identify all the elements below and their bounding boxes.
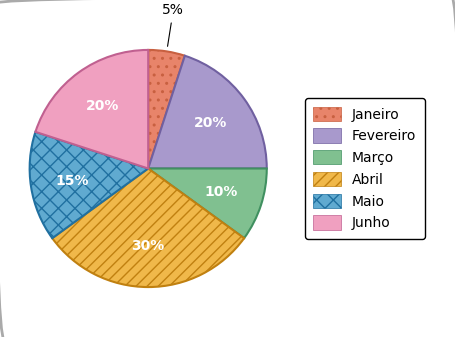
Text: 20%: 20% (86, 99, 119, 113)
Text: 15%: 15% (55, 174, 89, 188)
Wedge shape (52, 168, 243, 287)
Legend: Janeiro, Fevereiro, Março, Abril, Maio, Junho: Janeiro, Fevereiro, Março, Abril, Maio, … (304, 98, 424, 239)
Wedge shape (30, 132, 148, 238)
Wedge shape (148, 168, 266, 238)
Wedge shape (35, 50, 148, 168)
Text: 10%: 10% (204, 185, 238, 199)
Text: 30%: 30% (131, 239, 164, 252)
Wedge shape (148, 50, 184, 168)
Text: 5%: 5% (162, 3, 184, 46)
Text: 20%: 20% (193, 116, 227, 130)
Wedge shape (148, 56, 266, 168)
